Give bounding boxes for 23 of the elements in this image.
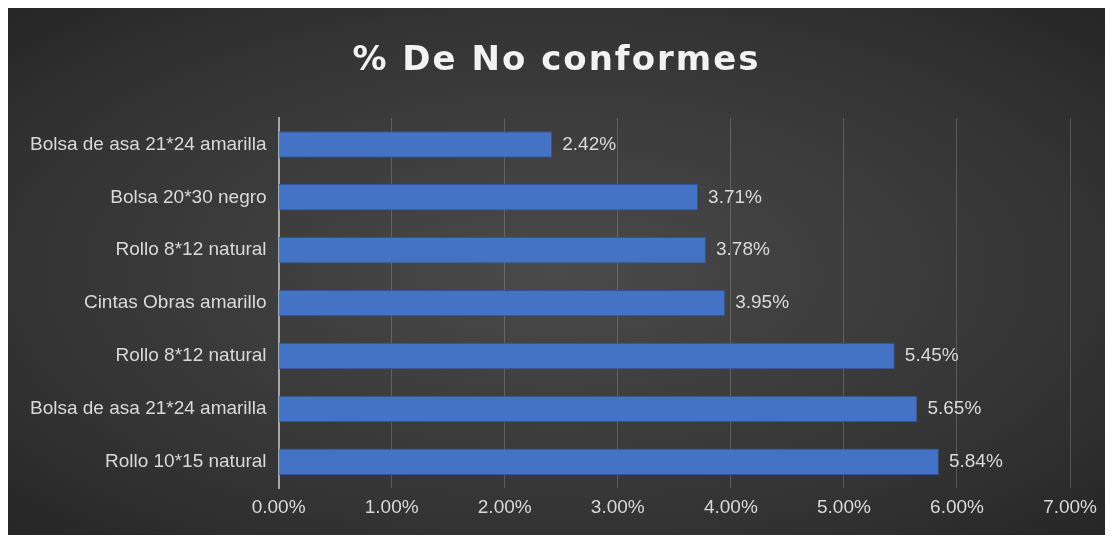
data-label: 5.45% <box>904 344 959 366</box>
y-tick-label: Rollo 8*12 natural <box>115 344 267 366</box>
data-label: 5.65% <box>927 397 982 419</box>
y-tick-label: Bolsa de asa 21*24 amarilla <box>30 397 268 419</box>
y-tick-label: Rollo 10*15 natural <box>104 449 267 471</box>
data-label: 3.95% <box>735 291 790 313</box>
y-tick-label: Rollo 8*12 natural <box>115 238 267 260</box>
x-tick-label: 6.00% <box>930 495 985 517</box>
x-tick-label: 2.00% <box>477 495 532 517</box>
x-tick-label: 3.00% <box>590 495 645 517</box>
data-label: 2.42% <box>562 132 617 154</box>
x-tick-label: 7.00% <box>1043 495 1098 517</box>
x-tick-label: 0.00% <box>251 495 306 517</box>
x-tick-label: 4.00% <box>703 495 758 517</box>
data-label: 3.71% <box>708 185 763 207</box>
y-tick-label: Cintas Obras amarillo <box>83 291 267 313</box>
x-tick-label: 5.00% <box>816 495 871 517</box>
y-tick-label: Bolsa de asa 21*24 amarilla <box>30 132 268 154</box>
chart-title: % De No conformes <box>351 38 762 78</box>
y-tick-label: Bolsa 20*30 negro <box>110 185 267 207</box>
data-label: 3.78% <box>715 238 770 260</box>
x-tick-label: 1.00% <box>364 495 419 517</box>
data-label: 5.84% <box>948 449 1003 471</box>
